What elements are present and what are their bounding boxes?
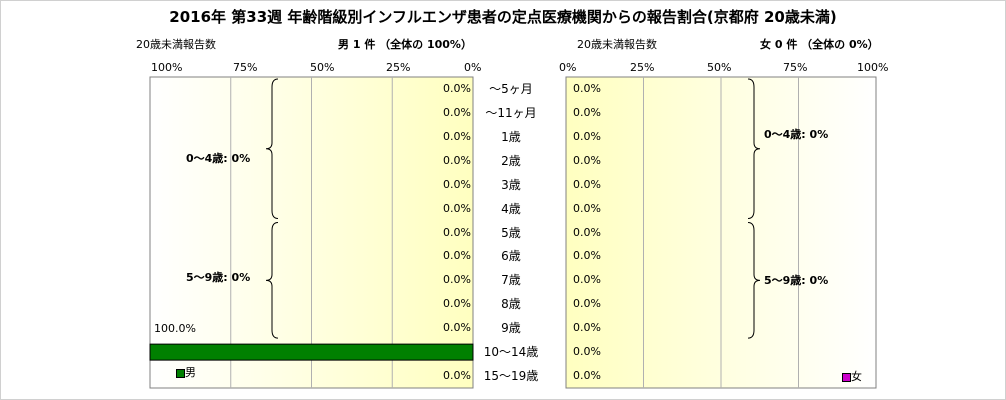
age-category-label: 9歳 — [501, 321, 521, 336]
right-caption: 20歳未満報告数 — [577, 38, 657, 51]
right-tick-label: 25% — [630, 61, 655, 74]
age-category-label: 5歳 — [501, 225, 521, 240]
legend-swatch — [842, 372, 851, 382]
male-value-label: 0.0% — [443, 369, 471, 383]
age-category-label: 10〜14歳 — [483, 345, 539, 360]
female-value-label: 0.0% — [573, 129, 601, 143]
female-value-label: 0.0% — [573, 153, 601, 167]
male-value-label: 0.0% — [443, 273, 471, 287]
right-group-brace — [747, 222, 761, 339]
male-value-label: 0.0% — [443, 105, 471, 119]
legend-label: 女 — [851, 370, 862, 383]
male-value-label: 0.0% — [443, 249, 471, 263]
left-header: 男 1 件 （全体の 100%） — [338, 38, 472, 51]
age-category-label: 2歳 — [501, 153, 521, 168]
age-category-label: 4歳 — [501, 201, 521, 216]
male-bar — [149, 343, 474, 361]
left-tick-label: 50% — [310, 61, 335, 74]
left-tick-label: 75% — [233, 61, 258, 74]
male-value-label: 0.0% — [443, 201, 471, 215]
female-value-label: 0.0% — [573, 273, 601, 287]
right-tick-label: 100% — [857, 61, 889, 74]
right-header: 女 0 件 （全体の 0%） — [760, 38, 879, 51]
right-tick-label: 50% — [707, 61, 732, 74]
left-group-label: 0〜4歳: 0% — [186, 152, 251, 165]
female-value-label: 0.0% — [573, 297, 601, 311]
male-value-label: 100.0% — [154, 322, 196, 336]
male-value-label: 0.0% — [443, 81, 471, 95]
female-value-label: 0.0% — [573, 105, 601, 119]
right-group-label: 5〜9歳: 0% — [764, 274, 829, 287]
legend-male: 男 — [176, 364, 196, 380]
legend-label: 男 — [185, 366, 196, 379]
age-category-label: 6歳 — [501, 249, 521, 264]
male-value-label: 0.0% — [443, 177, 471, 191]
age-category-label: 7歳 — [501, 273, 521, 288]
female-value-label: 0.0% — [573, 345, 601, 359]
male-value-label: 0.0% — [443, 153, 471, 167]
left-group-brace — [265, 222, 279, 339]
legend-swatch — [176, 368, 185, 378]
age-category-label: 〜11ヶ月 — [485, 105, 537, 120]
male-value-label: 0.0% — [443, 225, 471, 239]
male-value-label: 0.0% — [443, 129, 471, 143]
right-group-label: 0〜4歳: 0% — [764, 128, 829, 141]
male-value-label: 0.0% — [443, 321, 471, 335]
left-group-brace — [265, 78, 279, 220]
male-value-label: 0.0% — [443, 297, 471, 311]
age-category-label: 15〜19歳 — [483, 369, 539, 384]
age-category-label: 〜5ヶ月 — [489, 81, 533, 96]
female-value-label: 0.0% — [573, 225, 601, 239]
left-tick-label: 25% — [386, 61, 411, 74]
left-tick-label: 100% — [151, 61, 183, 74]
age-category-label: 8歳 — [501, 297, 521, 312]
age-category-label: 3歳 — [501, 177, 521, 192]
female-value-label: 0.0% — [573, 201, 601, 215]
left-caption: 20歳未満報告数 — [136, 38, 216, 51]
female-value-label: 0.0% — [573, 249, 601, 263]
left-group-label: 5〜9歳: 0% — [186, 271, 251, 284]
age-category-label: 1歳 — [501, 129, 521, 144]
female-value-label: 0.0% — [573, 81, 601, 95]
female-value-label: 0.0% — [573, 369, 601, 383]
left-tick-label: 0% — [464, 61, 482, 74]
female-value-label: 0.0% — [573, 321, 601, 335]
female-value-label: 0.0% — [573, 177, 601, 191]
right-group-brace — [747, 78, 761, 220]
legend-female: 女 — [842, 368, 862, 384]
right-tick-label: 0% — [559, 61, 577, 74]
right-tick-label: 75% — [783, 61, 808, 74]
chart-title: 2016年 第33週 年齢階級別インフルエンザ患者の定点医療機関からの報告割合(… — [169, 8, 837, 26]
